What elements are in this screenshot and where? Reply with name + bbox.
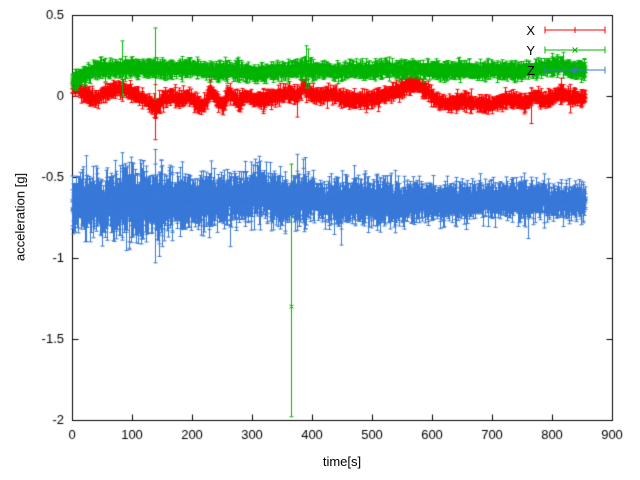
legend-sample-x-icon [544,26,606,34]
legend-sample-z-icon [544,66,606,74]
legend-label: Z [527,62,535,78]
legend-label: Y [526,42,535,58]
legend-item-z: Z [526,60,606,80]
x-axis-label: time[s] [322,454,362,469]
legend-item-x: X [526,20,606,40]
y-axis-label: acceleration [g] [12,172,28,262]
legend-label: X [526,22,535,38]
legend-sample-y-icon [544,46,606,54]
legend-item-y: Y [526,40,606,60]
